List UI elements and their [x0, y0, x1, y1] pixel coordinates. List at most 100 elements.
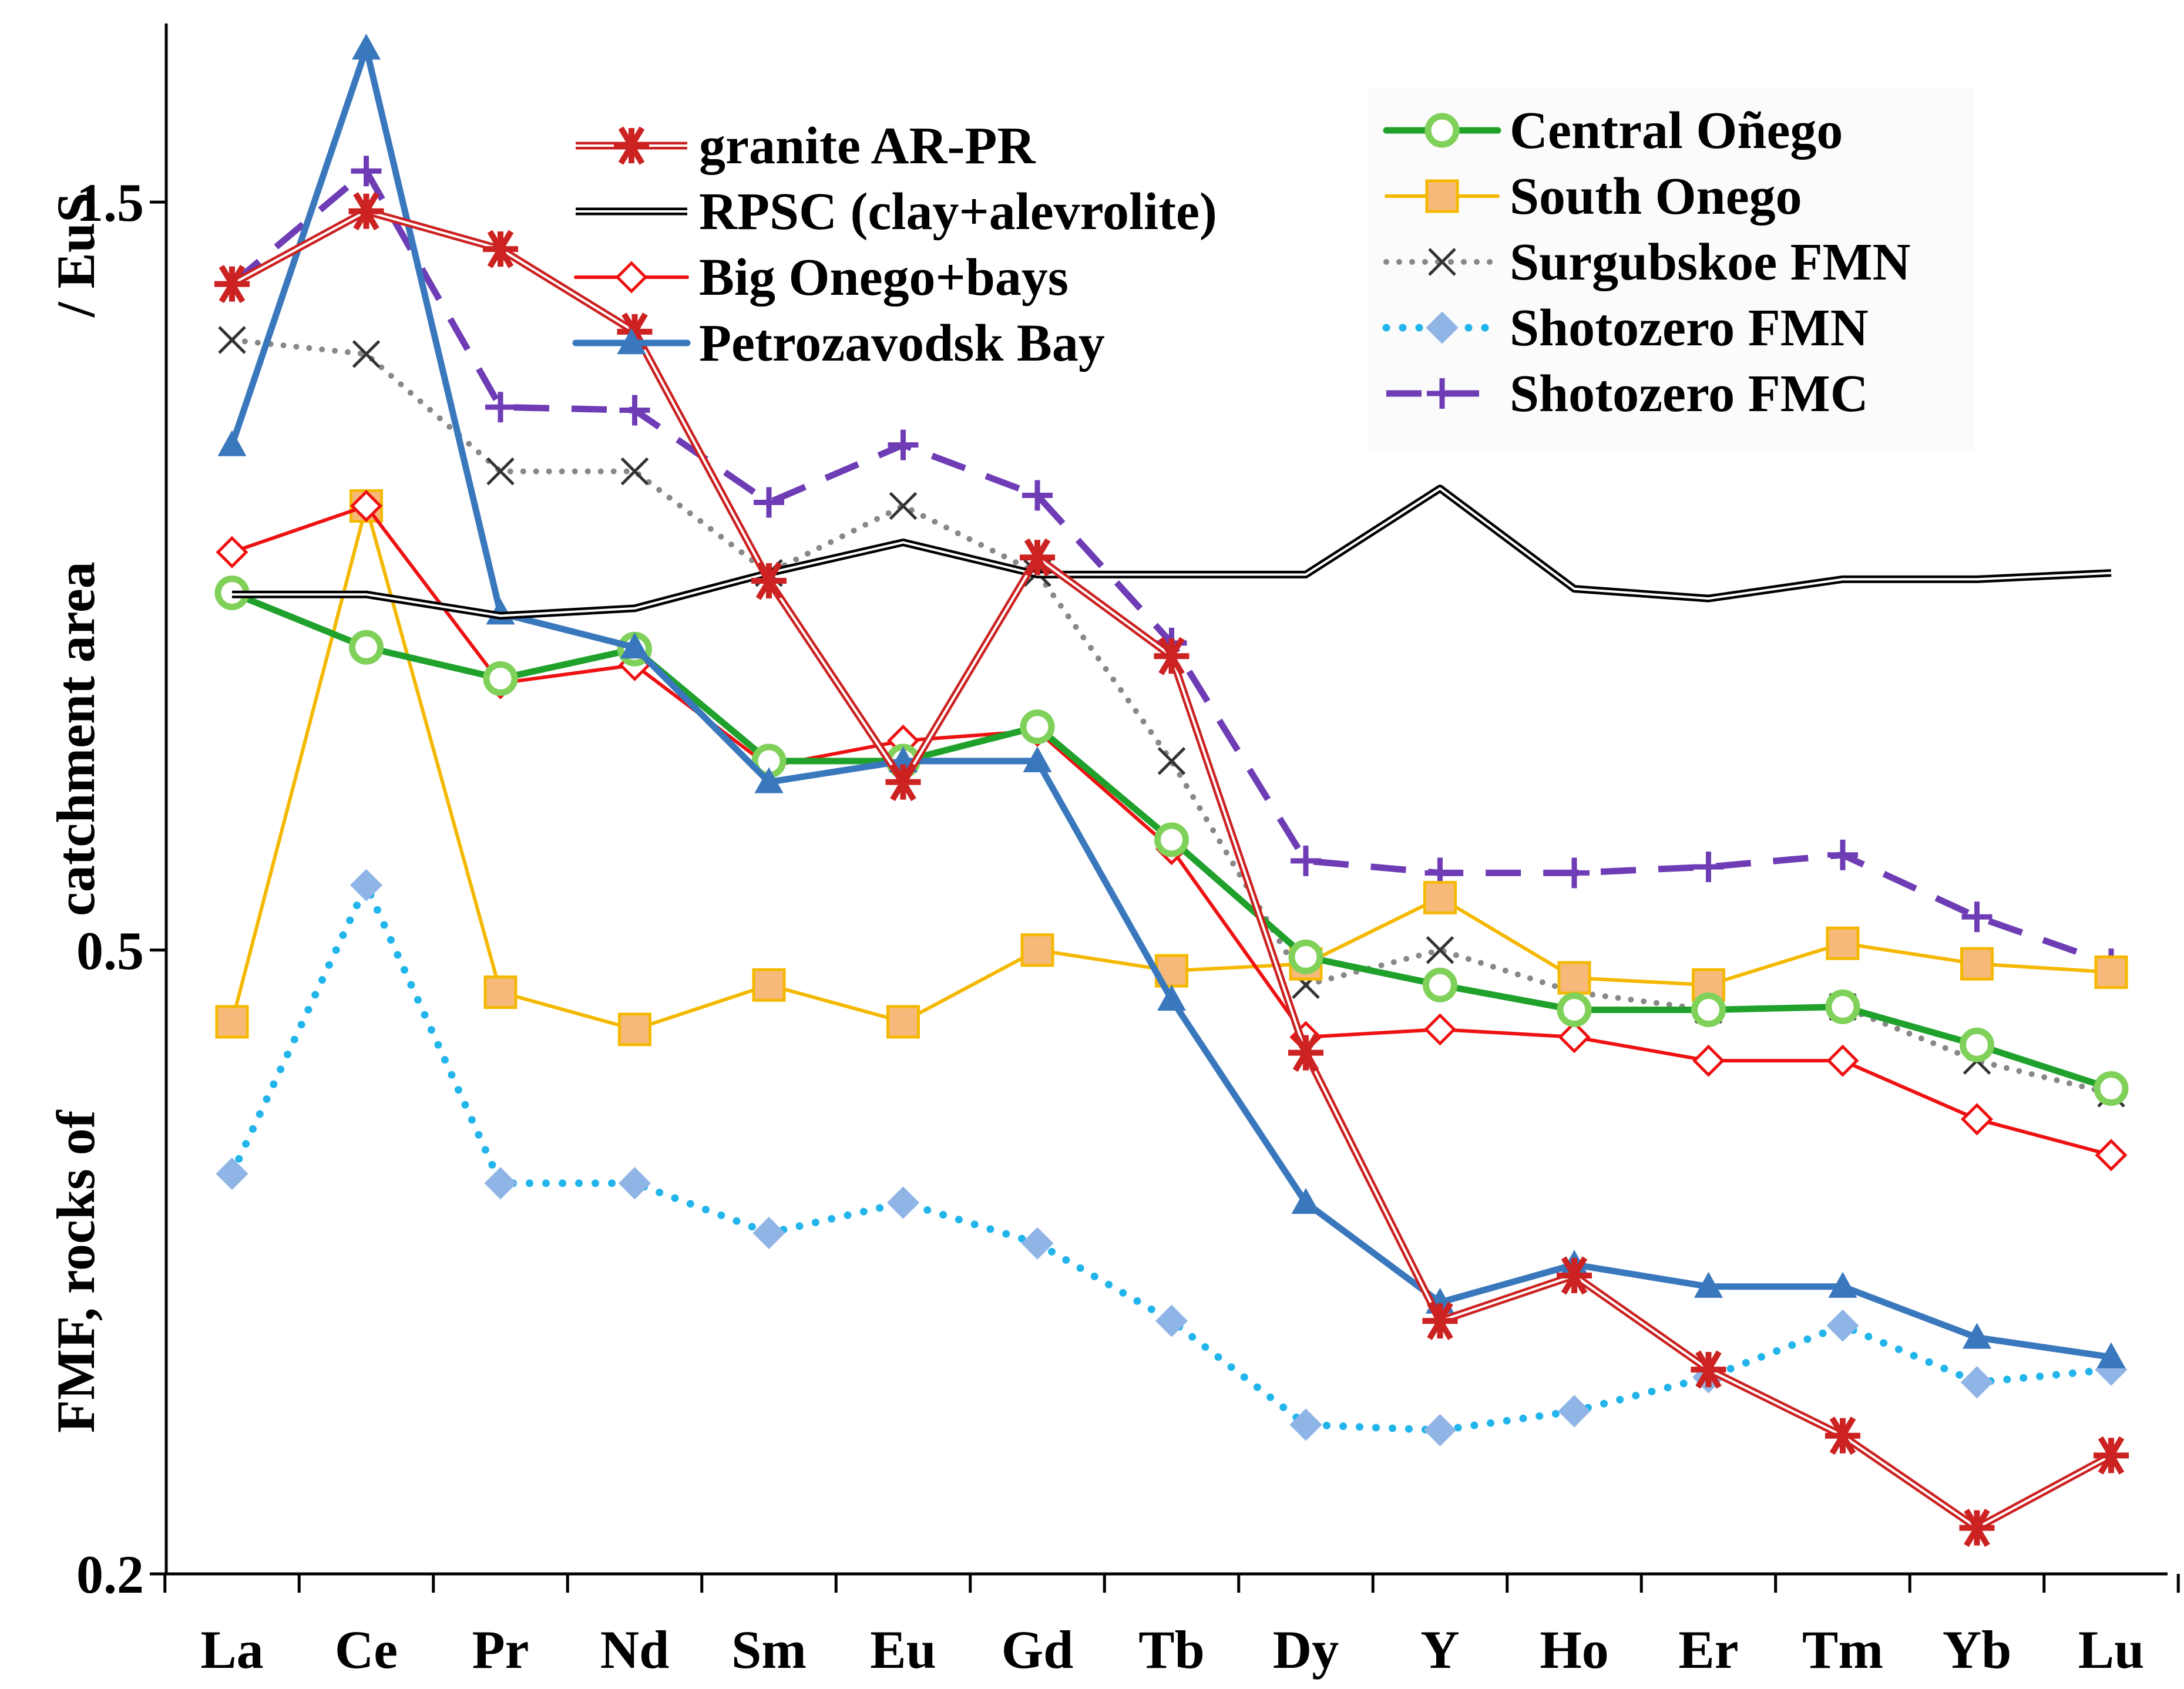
x-tick-label-sm: Sm [731, 1620, 807, 1680]
point-shotozero-fmn-eu [886, 1186, 920, 1219]
point-central-o-ego-er [1691, 992, 1726, 1027]
legend-item-central-o-ego: Central Oñego [1383, 102, 1843, 160]
legend-marker-shotozero-fmn [1426, 311, 1459, 344]
point-shotozero-fmc-sm [754, 487, 784, 518]
point-big-onego-bays-tm [1826, 1044, 1859, 1077]
point-south-onego-pr [483, 975, 518, 1009]
point-central-o-ego-gd [1020, 709, 1055, 745]
point-central-o-ego-yb [1960, 1027, 1994, 1062]
legend-item-shotozero-fmc: Shotozero FMC [1386, 365, 1869, 423]
point-big-onego-bays-lu [2095, 1139, 2128, 1172]
point-granite-ar-pr-dy [1288, 1034, 1323, 1072]
point-south-onego-gd [1020, 933, 1054, 967]
point-granite-ar-pr-pr [483, 230, 518, 268]
y-axis-label: FMF, rocks of catchment area / EuS [46, 193, 106, 1433]
legend-label-big-onego-bays: Big Onego+bays [699, 248, 1069, 307]
point-shotozero-fmc-eu [888, 429, 919, 460]
point-shotozero-fmn-y [1423, 1414, 1457, 1446]
point-south-onego-yb [1960, 947, 1994, 981]
point-granite-ar-pr-ho [1557, 1256, 1592, 1295]
x-tick-label-eu: Eu [870, 1620, 936, 1680]
legend-item-shotozero-fmn: Shotozero FMN [1382, 299, 1869, 357]
x-tick-label-tm: Tm [1802, 1620, 1883, 1680]
y-axis-label-part-2: catchment area [46, 561, 106, 916]
x-tick-label-tb: Tb [1138, 1620, 1205, 1680]
x-tick-label-gd: Gd [1002, 1620, 1074, 1680]
point-petrozavodsk-bay-gd [1023, 746, 1052, 773]
point-big-onego-bays-yb [1960, 1103, 1994, 1136]
point-petrozavodsk-bay-tb [1157, 984, 1187, 1011]
legend-item-south-onego: South Onego [1385, 167, 1802, 226]
point-shotozero-fmn-la [216, 1158, 248, 1190]
point-surgubskoe-fmn-pr [486, 457, 515, 486]
legend-label-shotozero-fmn: Shotozero FMN [1510, 299, 1869, 357]
point-surgubskoe-fmn-nd [620, 457, 649, 486]
point-petrozavodsk-bay-ce [351, 33, 381, 60]
point-central-o-ego-lu [2094, 1071, 2129, 1106]
legend-item-surgubskoe-fmn: Surgubskoe FMN [1383, 233, 1911, 291]
point-shotozero-fmn-dy [1289, 1408, 1322, 1441]
point-shotozero-fmn-nd [618, 1167, 651, 1200]
point-shotozero-fmc-gd [1022, 480, 1053, 511]
x-tick-label-er: Er [1678, 1620, 1738, 1680]
legend-marker-shotozero-fmc [1427, 378, 1457, 409]
point-shotozero-fmc-pr [485, 392, 516, 423]
y-axis-tick-labels: 0.2 0.5 1.5 [76, 173, 144, 1604]
series-line-rpsc-clay-alevrolite-inner [232, 487, 2112, 617]
point-surgubskoe-fmn-tb [1157, 747, 1186, 775]
point-shotozero-fmc-yb [1961, 901, 1993, 933]
x-tick-label-lu: Lu [2078, 1620, 2145, 1680]
x-tick-label-yb: Yb [1943, 1620, 2012, 1680]
x-tick-label-dy: Dy [1273, 1620, 1339, 1680]
point-shotozero-fmn-gd [1021, 1227, 1054, 1260]
y-axis-ticks [150, 200, 166, 1576]
point-granite-ar-pr-sm [751, 561, 787, 600]
point-big-onego-bays-ce [350, 489, 383, 523]
point-surgubskoe-fmn-y [1426, 936, 1454, 964]
point-granite-ar-pr-yb [1959, 1508, 1995, 1547]
point-south-onego-ho [1557, 961, 1591, 995]
point-south-onego-tm [1826, 926, 1860, 960]
point-petrozavodsk-bay-yb [1962, 1323, 1992, 1349]
point-central-o-ego-tm [1825, 989, 1860, 1024]
point-central-o-ego-y [1423, 967, 1457, 1002]
legend-item-rpsc-clay-alevrolite: RPSC (clay+alevrolite) [576, 183, 1217, 241]
x-tick-label-y: Y [1420, 1620, 1459, 1680]
legend-label-south-onego: South Onego [1510, 167, 1802, 226]
y-axis-label-part-3: / EuS [46, 193, 106, 318]
point-central-o-ego-tb [1154, 822, 1189, 857]
x-tick-label-nd: Nd [600, 1620, 670, 1680]
point-surgubskoe-fmn-eu [889, 492, 918, 520]
point-petrozavodsk-bay-sm [754, 767, 784, 793]
point-shotozero-fmc-ho [1559, 857, 1590, 889]
legend-item-granite-ar-pr: granite AR-PR [576, 117, 1036, 175]
legend-item-petrozavodsk-bay: Petrozavodsk Bay [572, 314, 1105, 372]
point-granite-ar-pr-tm [1825, 1417, 1860, 1455]
point-granite-ar-pr-la [214, 265, 250, 304]
y-tick-label: 0.2 [76, 1545, 144, 1604]
point-granite-ar-pr-lu [2094, 1436, 2129, 1475]
series-line-shotozero-fmn [228, 881, 2115, 1434]
x-tick-label-ho: Ho [1540, 1620, 1609, 1680]
legend: granite AR-PR RPSC (clay+alevrolite) Big O… [572, 102, 1911, 423]
point-granite-ar-pr-gd [1020, 538, 1055, 577]
point-shotozero-fmn-ho [1558, 1395, 1591, 1428]
point-central-o-ego-dy [1288, 939, 1323, 974]
point-central-o-ego-pr [483, 661, 518, 696]
point-shotozero-fmn-sm [752, 1216, 785, 1249]
point-south-onego-lu [2094, 955, 2128, 989]
point-central-o-ego-ho [1557, 992, 1592, 1027]
legend-marker-granite-ar-pr [614, 126, 649, 165]
point-surgubskoe-fmn-ce [352, 340, 381, 368]
point-shotozero-fmc-er [1693, 852, 1724, 883]
x-tick-label-la: La [200, 1620, 263, 1680]
legend-label-surgubskoe-fmn: Surgubskoe FMN [1510, 233, 1911, 291]
x-axis-tick-labels: La Ce Pr Nd Sm Eu Gd Tb Dy Y Ho Er Tm Yb Lu [200, 1620, 2144, 1680]
legend-label-granite-ar-pr: granite AR-PR [699, 117, 1036, 175]
point-granite-ar-pr-tb [1154, 637, 1190, 675]
series-south-onego [215, 489, 2128, 1047]
point-petrozavodsk-bay-la [217, 430, 247, 456]
point-south-onego-y [1423, 881, 1457, 915]
legend-item-big-onego-bays: Big Onego+bays [574, 248, 1069, 307]
series-rpsc-clay-alevrolite [232, 485, 2112, 620]
